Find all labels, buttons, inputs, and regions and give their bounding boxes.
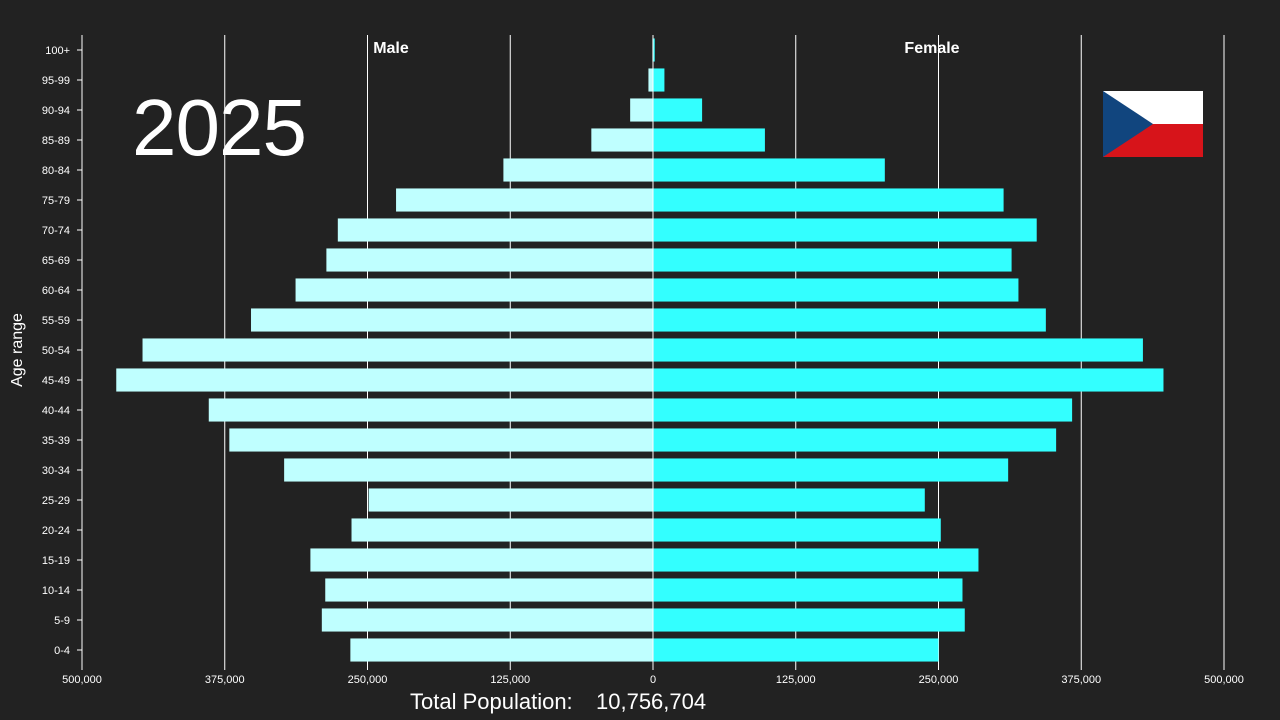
male-bar <box>295 278 653 302</box>
male-bar <box>503 158 653 182</box>
male-bar <box>208 398 653 422</box>
y-tick-label: 45-49 <box>42 375 70 387</box>
female-bar <box>653 68 665 92</box>
female-title: Female <box>904 40 959 57</box>
axis-layer: 500,000 375,000 250,000 125,000 0 125,000 250,… <box>42 35 1244 686</box>
x-tick-label: 375,000 <box>1061 674 1101 686</box>
y-tick-label: 0-4 <box>54 645 70 657</box>
female-bar <box>653 488 925 512</box>
male-bar <box>116 368 653 392</box>
male-bar <box>648 68 653 92</box>
female-bar <box>653 398 1073 422</box>
female-bar <box>653 518 941 542</box>
female-bar <box>653 608 965 632</box>
bar-layer <box>116 35 1164 665</box>
y-tick-label: 35-39 <box>42 435 70 447</box>
y-tick-label: 65-69 <box>42 255 70 267</box>
y-tick-label: 100+ <box>45 45 70 57</box>
male-title: Male <box>373 40 409 57</box>
male-bar <box>251 308 654 332</box>
y-tick-label: 80-84 <box>42 165 70 177</box>
female-bar <box>653 548 979 572</box>
male-bar <box>351 518 653 542</box>
male-bar <box>396 188 653 212</box>
male-bar <box>337 218 653 242</box>
x-tick-label: 250,000 <box>348 674 388 686</box>
total-population-value: 10,756,704 <box>596 689 707 714</box>
y-tick-label: 50-54 <box>42 345 70 357</box>
female-bar <box>653 308 1046 332</box>
female-bar <box>653 578 963 602</box>
y-tick-label: 75-79 <box>42 195 70 207</box>
female-bar <box>653 278 1019 302</box>
y-tick-label: 55-59 <box>42 315 70 327</box>
total-population-label: Total Population: <box>410 689 573 714</box>
y-tick-label: 95-99 <box>42 75 70 87</box>
female-bar <box>653 218 1037 242</box>
y-tick-label: 5-9 <box>54 615 70 627</box>
year-label: 2025 <box>132 83 307 172</box>
female-bar <box>653 338 1143 362</box>
y-axis-title: Age range <box>9 313 26 387</box>
y-tick-label: 25-29 <box>42 495 70 507</box>
y-tick-label: 85-89 <box>42 135 70 147</box>
czech-flag-icon <box>1103 91 1203 157</box>
female-bar <box>653 98 703 122</box>
male-bar <box>310 548 653 572</box>
female-bar <box>653 188 1004 212</box>
y-tick-label: 70-74 <box>42 225 70 237</box>
male-bar <box>591 128 653 152</box>
x-tick-label: 250,000 <box>919 674 959 686</box>
x-tick-label: 500,000 <box>1204 674 1244 686</box>
x-tick-label: 0 <box>650 674 656 686</box>
female-bar <box>653 368 1164 392</box>
y-tick-label: 15-19 <box>42 555 70 567</box>
female-bar <box>653 128 765 152</box>
y-tick-label: 20-24 <box>42 525 70 537</box>
male-bar <box>142 338 653 362</box>
female-bar <box>653 248 1012 272</box>
y-tick-label: 40-44 <box>42 405 70 417</box>
y-tick-label: 10-14 <box>42 585 70 597</box>
male-bar <box>630 98 653 122</box>
y-tick-label: 60-64 <box>42 285 70 297</box>
male-bar <box>350 638 653 662</box>
x-tick-label: 375,000 <box>205 674 245 686</box>
female-bar <box>653 428 1057 452</box>
male-bar <box>321 608 653 632</box>
female-bar <box>653 38 655 62</box>
x-tick-label: 125,000 <box>776 674 816 686</box>
female-bar <box>653 158 885 182</box>
y-tick-label: 30-34 <box>42 465 70 477</box>
female-bar <box>653 638 939 662</box>
male-bar <box>368 488 653 512</box>
male-bar <box>229 428 653 452</box>
y-tick-label: 90-94 <box>42 105 70 117</box>
male-bar <box>284 458 653 482</box>
x-tick-label: 125,000 <box>490 674 530 686</box>
male-bar <box>326 248 653 272</box>
female-bar <box>653 458 1009 482</box>
x-tick-label: 500,000 <box>62 674 102 686</box>
male-bar <box>325 578 653 602</box>
